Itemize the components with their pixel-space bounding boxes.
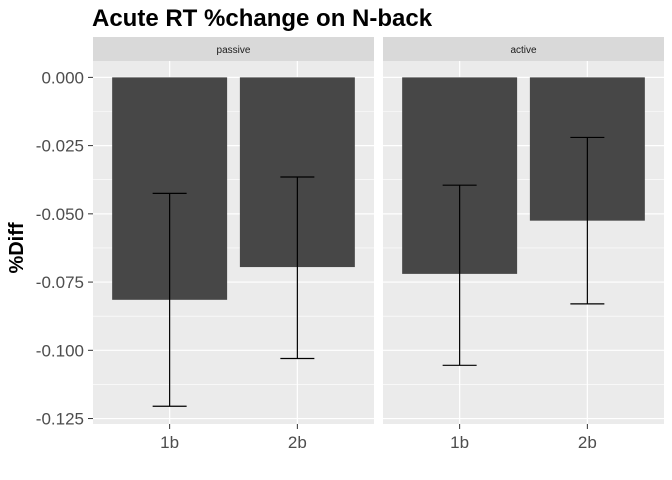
facet-strip-label: active — [510, 45, 537, 56]
y-tick-label: -0.025 — [36, 137, 84, 156]
x-tick-label: 2b — [288, 433, 307, 452]
facet-active: active 1b 2b — [383, 37, 664, 452]
facet-strip — [93, 37, 374, 61]
y-axis-label: %Diff — [6, 222, 28, 273]
error-bar-active-1b — [442, 184, 477, 366]
facets: passive 1b 2b active 1b 2b — [93, 37, 664, 452]
y-tick-label: -0.050 — [36, 205, 84, 224]
x-tick-label: 2b — [578, 433, 597, 452]
y-tick-label: -0.125 — [36, 410, 84, 429]
x-tick-label: 1b — [160, 433, 179, 452]
error-bar-passive-2b — [280, 176, 315, 360]
error-bar-passive-1b — [152, 192, 187, 407]
facet-strip-label: passive — [217, 45, 251, 56]
y-tick-label: -0.100 — [36, 341, 84, 360]
facet-strip — [383, 37, 664, 61]
y-tick-label: 0.000 — [41, 68, 84, 87]
y-tick-label: -0.075 — [36, 273, 84, 292]
error-bar-active-2b — [570, 136, 605, 305]
facet-passive: passive 1b 2b — [93, 37, 374, 452]
chart-title: Acute RT %change on N-back — [92, 5, 433, 32]
y-axis: 0.000 -0.025 -0.050 -0.075 -0.100 -0.125 — [36, 68, 93, 429]
x-tick-label: 1b — [450, 433, 469, 452]
